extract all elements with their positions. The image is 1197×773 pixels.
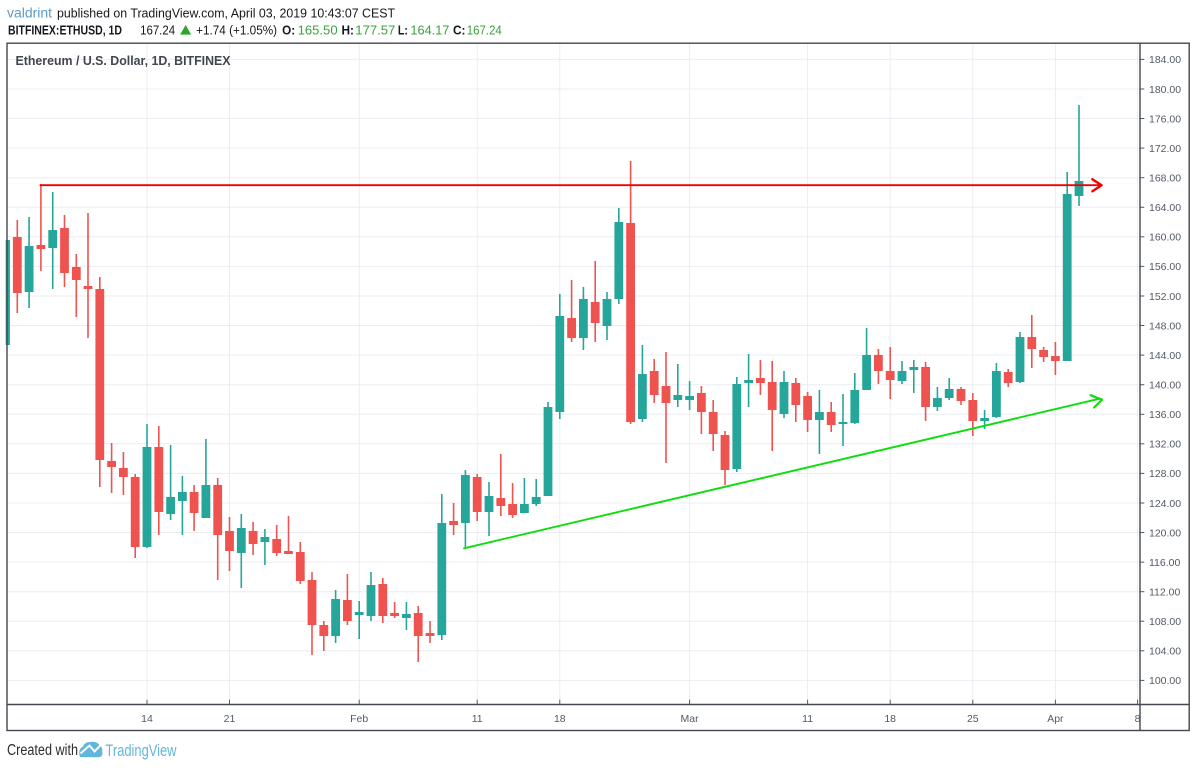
svg-text:Created with: Created with [7, 742, 78, 759]
svg-text:184.00: 184.00 [1149, 54, 1181, 66]
svg-text:168.00: 168.00 [1149, 173, 1181, 185]
svg-text:104.00: 104.00 [1149, 646, 1181, 658]
svg-text:published on TradingView.com,: published on TradingView.com, April 03, … [57, 6, 395, 21]
svg-text:167.24: 167.24 [140, 23, 175, 38]
svg-text:132.00: 132.00 [1149, 439, 1181, 451]
svg-text:144.00: 144.00 [1149, 350, 1181, 362]
svg-text:120.00: 120.00 [1149, 527, 1181, 539]
svg-text:172.00: 172.00 [1149, 143, 1181, 155]
svg-text:128.00: 128.00 [1149, 468, 1181, 480]
svg-text:11: 11 [802, 713, 813, 725]
svg-text:136.00: 136.00 [1149, 409, 1181, 421]
svg-text:152.00: 152.00 [1149, 291, 1181, 303]
svg-text:100.00: 100.00 [1149, 675, 1181, 687]
svg-text:14: 14 [141, 713, 153, 725]
svg-text:Ethereum / U.S. Dollar, 1D, BI: Ethereum / U.S. Dollar, 1D, BITFINEX [16, 53, 231, 68]
svg-text:18: 18 [554, 713, 566, 725]
svg-text:160.00: 160.00 [1149, 232, 1181, 244]
svg-text:116.00: 116.00 [1149, 557, 1180, 569]
svg-text:Feb: Feb [350, 713, 368, 725]
svg-text:180.00: 180.00 [1149, 84, 1181, 96]
svg-text:177.57: 177.57 [355, 23, 395, 38]
svg-text:156.00: 156.00 [1149, 261, 1181, 273]
svg-text:H:: H: [342, 23, 355, 38]
svg-text:18: 18 [884, 713, 896, 725]
svg-text:valdrint: valdrint [7, 5, 52, 21]
svg-text:124.00: 124.00 [1149, 498, 1181, 510]
svg-text:21: 21 [224, 713, 236, 725]
svg-text:TradingView: TradingView [106, 741, 178, 760]
svg-text:164.00: 164.00 [1149, 202, 1181, 214]
svg-text:Apr: Apr [1047, 713, 1064, 725]
svg-text:167.24: 167.24 [467, 23, 502, 38]
svg-text:148.00: 148.00 [1149, 320, 1181, 332]
svg-text:164.17: 164.17 [410, 23, 449, 38]
svg-text:11: 11 [472, 713, 483, 725]
svg-text:BITFINEX:ETHUSD, 1D: BITFINEX:ETHUSD, 1D [8, 23, 122, 38]
svg-text:112.00: 112.00 [1149, 587, 1180, 599]
svg-text:108.00: 108.00 [1149, 616, 1181, 628]
svg-text:165.50: 165.50 [298, 23, 338, 38]
svg-text:O:: O: [282, 23, 295, 38]
svg-text:176.00: 176.00 [1149, 113, 1181, 125]
svg-text:25: 25 [967, 713, 979, 725]
svg-text:Mar: Mar [681, 713, 700, 725]
svg-text:C:: C: [453, 23, 466, 38]
svg-text:140.00: 140.00 [1149, 380, 1181, 392]
svg-text:+1.74 (+1.05%): +1.74 (+1.05%) [196, 23, 277, 38]
svg-text:L:: L: [398, 23, 408, 38]
svg-text:8: 8 [1135, 713, 1141, 725]
